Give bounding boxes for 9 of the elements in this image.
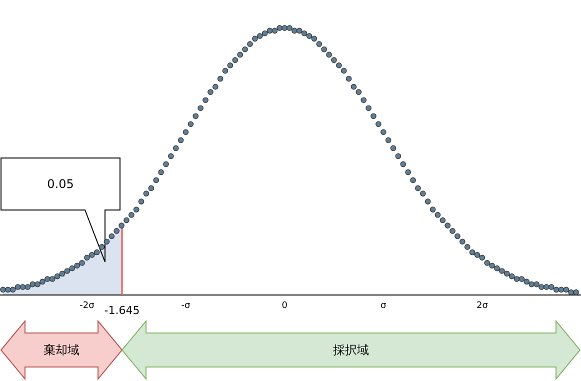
x-tick-label: 0 <box>282 301 288 311</box>
text: 棄却域 <box>44 343 80 357</box>
ref-line-label: -1.645 <box>104 304 140 317</box>
x-tick-label: -σ <box>181 301 191 311</box>
annotation: 0.05 <box>47 177 74 191</box>
x-tick-label: -2σ <box>80 301 95 311</box>
x-tick-label: 2σ <box>476 301 488 311</box>
text: 採択域 <box>333 343 370 357</box>
x-tick-label: σ <box>380 301 387 311</box>
